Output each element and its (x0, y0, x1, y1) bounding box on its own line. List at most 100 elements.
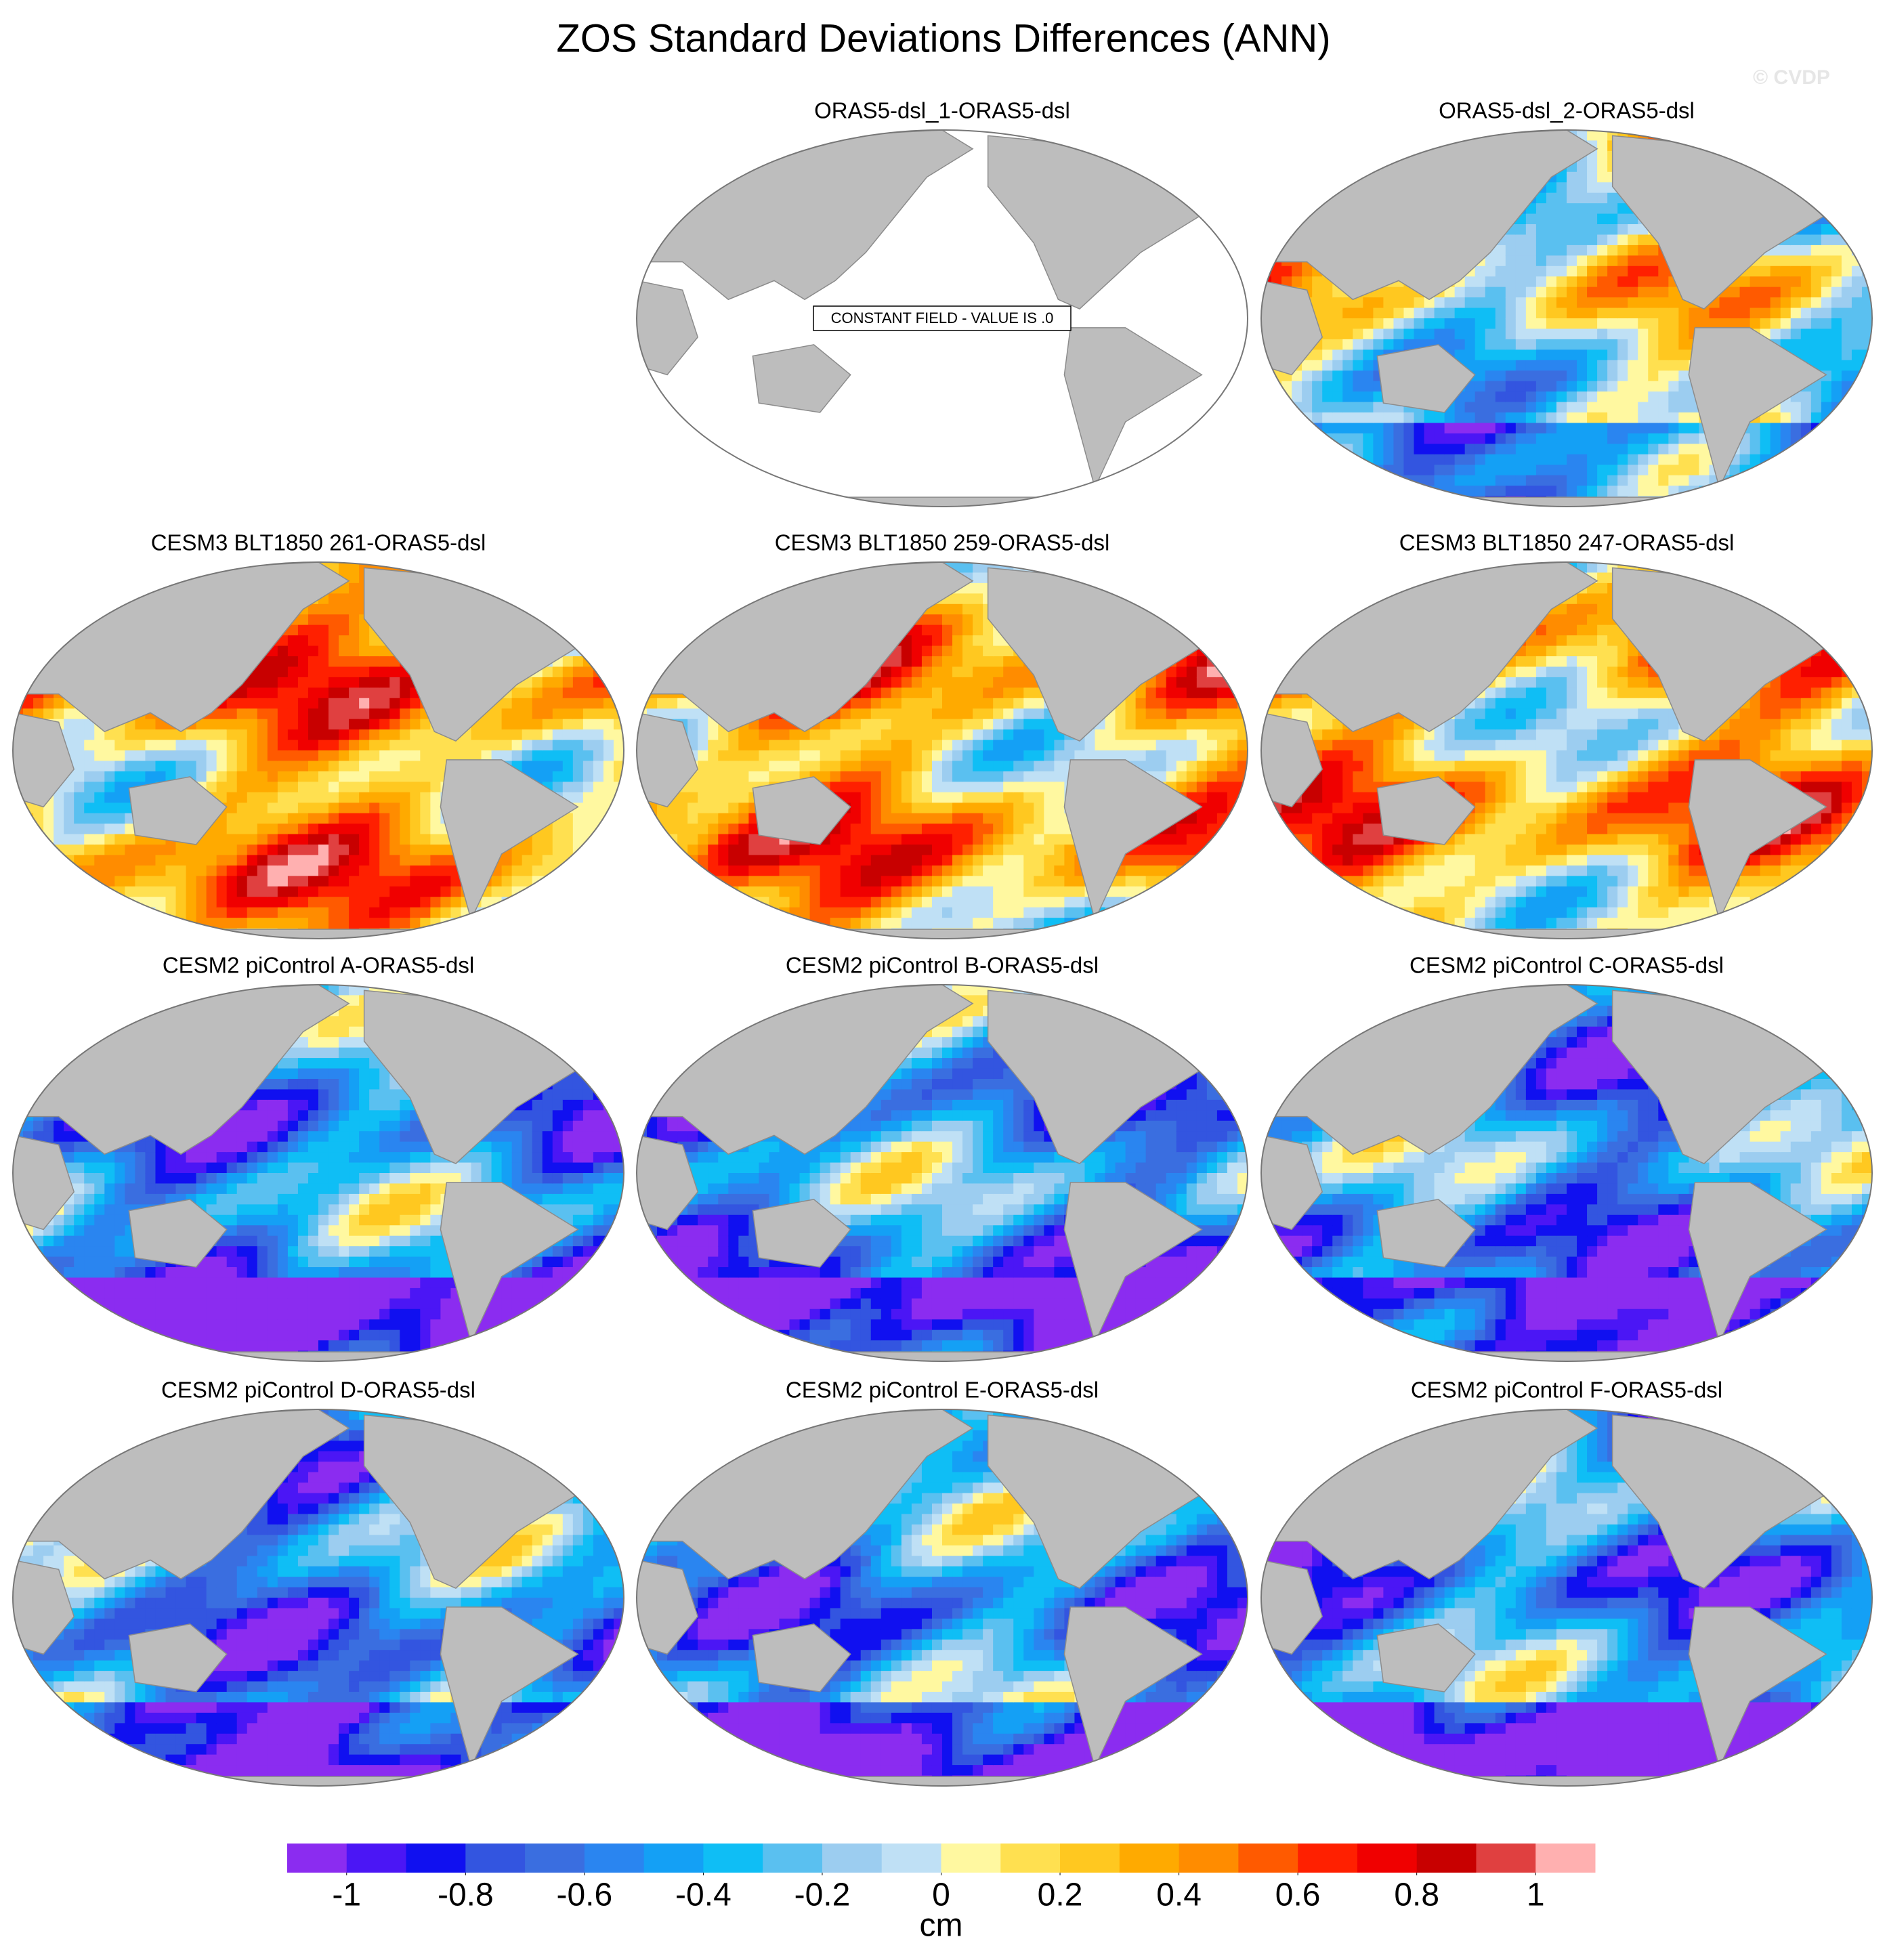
field-cell (1577, 360, 1588, 371)
field-cell (687, 708, 698, 720)
field-cell (1292, 140, 1302, 152)
field-cell (1475, 391, 1486, 403)
field-cell (1668, 433, 1679, 444)
field-cell (114, 813, 125, 824)
field-cell (1587, 171, 1598, 183)
field-cell (125, 907, 135, 918)
field-cell (1515, 349, 1527, 361)
field-cell (491, 907, 503, 918)
field-cell (1597, 318, 1608, 330)
field-cell (64, 845, 75, 856)
field-cell (1658, 391, 1669, 403)
field-cell (1851, 307, 1863, 319)
field-cell (420, 562, 431, 574)
field-cell (769, 897, 780, 908)
field-cell (318, 886, 329, 897)
field-cell (43, 803, 54, 814)
field-cell (1750, 318, 1761, 330)
field-cell (1464, 276, 1476, 288)
field-cell (613, 729, 624, 741)
field-cell (1281, 150, 1292, 162)
field-cell (552, 928, 564, 939)
field-cell (613, 582, 624, 594)
map-field (637, 562, 1248, 939)
field-cell (1861, 433, 1872, 444)
field-cell (1831, 433, 1842, 444)
field-cell (410, 845, 421, 856)
field-cell (1353, 130, 1363, 142)
field-cell (1292, 213, 1302, 225)
field-cell (1464, 412, 1476, 424)
field-cell (1546, 297, 1557, 309)
field-cell (1505, 265, 1517, 277)
field-cell (1861, 224, 1872, 236)
field-cell (64, 719, 75, 730)
field-cell (779, 897, 790, 908)
field-cell (410, 729, 421, 741)
field-cell (1535, 486, 1547, 497)
field-cell (1353, 496, 1363, 507)
field-cell (54, 897, 64, 908)
field-cell (1617, 402, 1628, 413)
field-cell (74, 813, 85, 824)
field-cell (779, 750, 790, 762)
field-cell (1535, 381, 1547, 392)
field-cell (1628, 255, 1638, 267)
field-cell (308, 708, 319, 720)
field-cell (511, 687, 523, 699)
field-cell (1475, 423, 1486, 434)
field-cell (613, 740, 624, 751)
field-cell (582, 803, 594, 814)
field-cell (1525, 381, 1537, 392)
field-cell (349, 562, 360, 574)
field-cell (1607, 307, 1618, 319)
field-cell (206, 886, 217, 897)
field-cell (1841, 465, 1852, 476)
field-cell (1342, 140, 1353, 152)
field-cell (1515, 370, 1527, 382)
field-cell (1648, 381, 1659, 392)
field-cell (23, 876, 34, 887)
field-cell (677, 624, 688, 636)
field-cell (603, 865, 614, 876)
field-cell (43, 845, 54, 856)
field-cell (175, 740, 187, 751)
field-cell (1587, 203, 1598, 215)
field-cell (84, 572, 95, 584)
field-cell (1729, 140, 1741, 152)
field-cell (1831, 475, 1842, 486)
field-cell (1841, 182, 1852, 194)
field-cell (1678, 423, 1689, 434)
field-cell (1454, 297, 1466, 309)
field-cell (1261, 381, 1272, 392)
field-cell (1281, 402, 1292, 413)
field-cell (1546, 286, 1557, 298)
field-cell (1597, 486, 1608, 497)
field-cell (1525, 465, 1537, 476)
field-cell (1810, 349, 1822, 361)
field-cell (318, 824, 329, 835)
field-cell (1271, 182, 1282, 194)
field-cell (647, 614, 658, 626)
field-cell (287, 865, 299, 876)
field-cell (1617, 328, 1628, 340)
field-cell (552, 771, 564, 782)
field-cell (1281, 444, 1292, 455)
field-cell (297, 698, 309, 709)
field-cell (379, 656, 390, 668)
field-cell (1577, 276, 1588, 288)
field-cell (1373, 150, 1384, 162)
field-cell (562, 698, 574, 709)
field-cell (613, 687, 624, 699)
field-cell (748, 729, 759, 741)
field-cell (1861, 150, 1872, 162)
field-cell (1790, 276, 1802, 288)
field-cell (1577, 203, 1588, 215)
field-cell (481, 750, 492, 762)
field-cell (1628, 360, 1638, 371)
field-cell (94, 813, 105, 824)
field-cell (114, 582, 125, 594)
field-cell (708, 771, 719, 782)
field-cell (1668, 349, 1679, 361)
field-cell (1271, 402, 1282, 413)
